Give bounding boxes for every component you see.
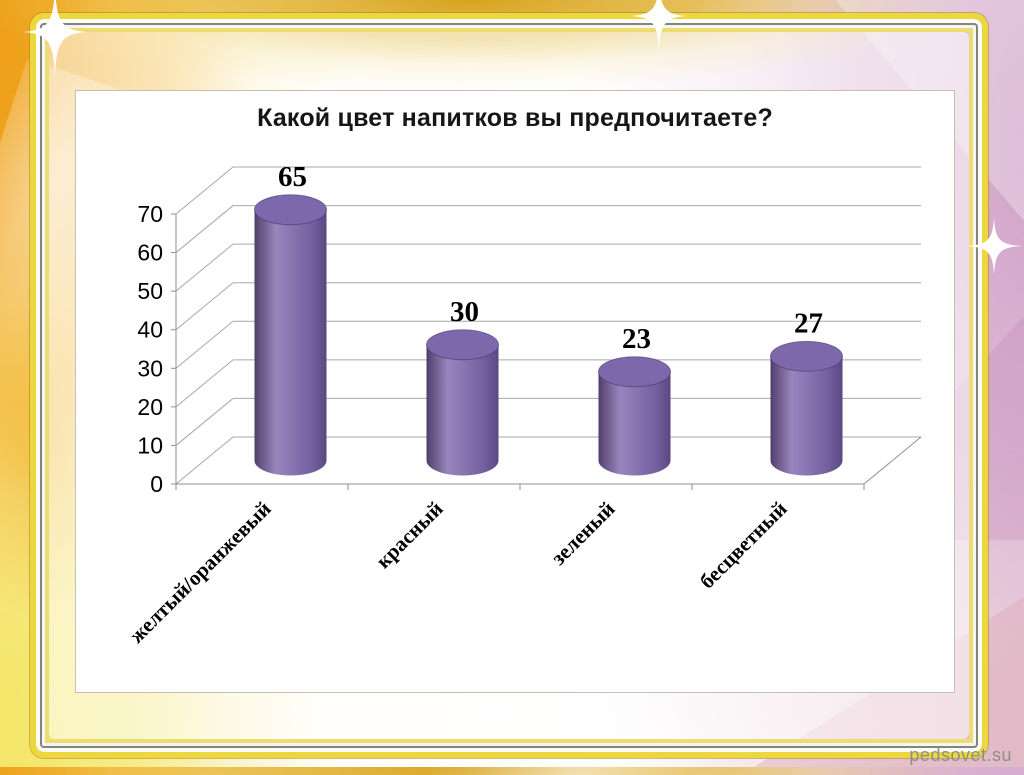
svg-text:зеленый: зеленый [546, 497, 619, 570]
svg-text:30: 30 [450, 296, 479, 328]
chart-canvas: 0 10 20 30 40 50 60 70 65 желтый/оранжевый 30 красн… [125, 161, 922, 648]
chart-title: Какой цвет напитков вы предпочитаете? [257, 104, 773, 132]
svg-text:20: 20 [137, 394, 163, 420]
watermark-text: pedsovet.su [909, 745, 1012, 765]
svg-text:бесцветный: бесцветный [695, 497, 792, 594]
svg-text:10: 10 [137, 432, 163, 458]
svg-text:60: 60 [137, 240, 163, 266]
svg-text:23: 23 [622, 323, 651, 355]
svg-text:70: 70 [137, 201, 163, 227]
svg-text:40: 40 [137, 317, 163, 343]
svg-text:0: 0 [150, 471, 163, 497]
svg-text:50: 50 [137, 278, 163, 304]
sparkle-icon [965, 217, 1023, 275]
svg-text:65: 65 [278, 161, 307, 193]
svg-text:желтый/оранжевый: желтый/оранжевый [125, 497, 276, 648]
svg-text:27: 27 [794, 307, 823, 339]
svg-text:30: 30 [137, 355, 163, 381]
chart-panel: Какой цвет напитков вы предпочитаете? 0 1… [75, 90, 955, 693]
svg-text:красный: красный [371, 497, 448, 574]
